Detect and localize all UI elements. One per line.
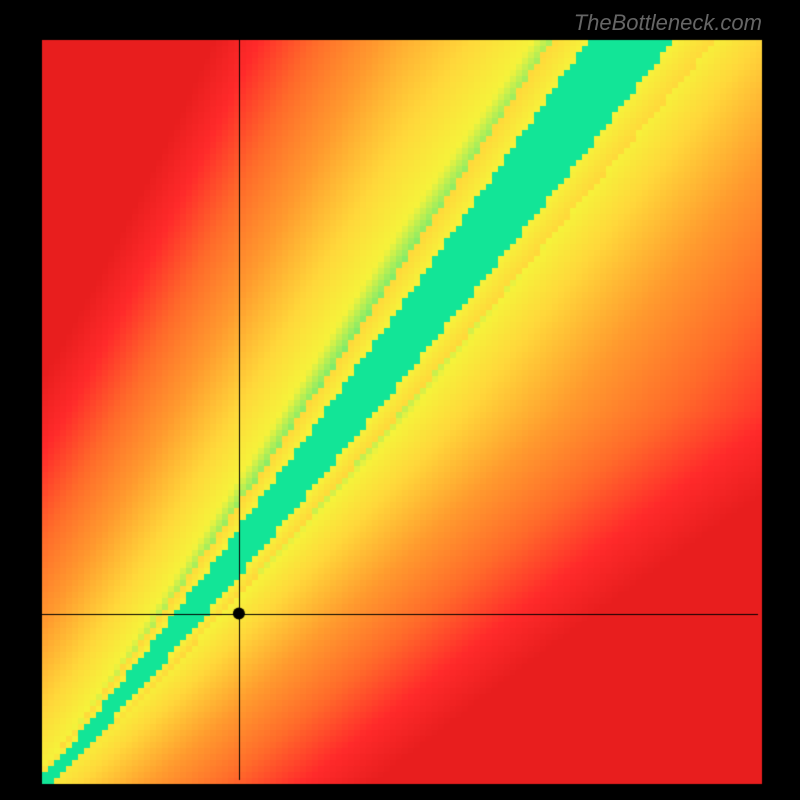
chart-container: TheBottleneck.com [0, 0, 800, 800]
bottleneck-heatmap [0, 0, 800, 800]
watermark-label: TheBottleneck.com [574, 10, 762, 36]
